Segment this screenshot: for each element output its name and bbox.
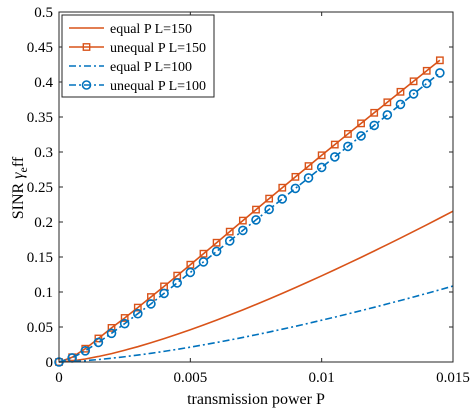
data-point (225, 227, 234, 236)
data-point (199, 249, 208, 258)
legend-label: unequal P L=150 (110, 41, 206, 56)
legend-entry: unequal P L=150 (69, 41, 206, 56)
data-point (198, 257, 209, 267)
data-point (185, 267, 196, 278)
data-point (291, 172, 300, 181)
x-tick-label: 0.01 (309, 370, 335, 386)
data-point (80, 345, 91, 356)
legend-label: equal P L=100 (110, 60, 192, 75)
data-point (238, 225, 248, 236)
data-point (212, 238, 221, 247)
data-point (251, 215, 261, 225)
data-point (120, 314, 129, 322)
y-axis-label-main: SINR (10, 179, 27, 219)
y-axis-label-symbol: γ (10, 172, 27, 179)
data-point (409, 77, 418, 86)
data-point (106, 328, 117, 339)
y-tick-label: 0.05 (27, 320, 53, 336)
data-point (211, 246, 222, 257)
data-point (159, 288, 169, 299)
x-tick-label: 0.005 (173, 370, 207, 386)
legend-marker (81, 80, 92, 90)
data-point (343, 141, 353, 152)
data-point (94, 334, 103, 343)
data-point (304, 162, 313, 170)
data-point (146, 299, 156, 309)
data-point (356, 131, 366, 141)
legend-entry: unequal P L=100 (69, 79, 206, 94)
y-tick-label: 0.5 (34, 5, 53, 21)
data-point (133, 303, 142, 312)
data-point (119, 318, 130, 329)
data-point (383, 98, 392, 107)
y-tick-label: 0.2 (34, 215, 53, 231)
y-axis-label-subscript: e (16, 167, 30, 172)
data-point (224, 236, 235, 246)
series-2 (58, 285, 454, 363)
axes-frame (58, 11, 454, 363)
data-point (238, 216, 247, 225)
legend-entry: equal P L=150 (69, 22, 192, 37)
y-tick-label: 0.45 (27, 40, 53, 56)
data-point (277, 194, 288, 204)
data-point (408, 89, 419, 99)
data-point (133, 308, 143, 319)
data-point (344, 130, 352, 138)
data-point (435, 56, 444, 65)
y-tick-label: 0.3 (34, 145, 53, 161)
data-point (435, 68, 445, 78)
tick-labels: 0 0.005 0.01 0.015 0 0.05 0.1 0.15 0.2 0.25 0.3 0.3… (27, 5, 470, 386)
axes-box (58, 11, 454, 363)
y-tick-label: 0 (46, 355, 54, 371)
y-tick-label: 0.1 (34, 285, 53, 301)
data-point (329, 152, 340, 162)
data-point (290, 183, 301, 194)
data-point (278, 183, 287, 192)
data-point (396, 87, 405, 96)
data-point (172, 278, 182, 288)
y-tick-label: 0.4 (34, 75, 53, 91)
legend-marker (82, 43, 91, 51)
data-point (382, 110, 393, 120)
data-point (303, 173, 314, 183)
legend: equal P L=150 unequal P L=150 equal P L=10… (61, 14, 215, 98)
data-point (369, 120, 380, 131)
series-line (58, 285, 454, 363)
data-point (93, 337, 104, 348)
y-tick-label: 0.35 (27, 110, 53, 126)
data-point (265, 194, 274, 203)
data-point (421, 78, 432, 89)
legend-label: equal P L=150 (110, 22, 192, 37)
series-line (58, 72, 441, 363)
x-axis-label: transmission power P (187, 391, 325, 408)
data-point (395, 99, 406, 110)
series-line (58, 210, 454, 363)
series-layer (54, 56, 454, 367)
data-point (264, 204, 274, 215)
data-point (357, 119, 365, 128)
y-tick-label: 0.15 (27, 250, 53, 266)
data-point (330, 140, 339, 149)
y-axis-label-tail: ff (10, 156, 27, 167)
legend-entry: equal P L=100 (69, 60, 192, 75)
data-point (317, 151, 326, 160)
data-point (422, 66, 431, 75)
data-point (107, 324, 116, 332)
series-0 (58, 210, 454, 363)
data-point (316, 162, 327, 173)
x-tick-label: 0.015 (436, 370, 470, 386)
legend-label: unequal P L=100 (110, 79, 206, 94)
x-tick-label: 0 (55, 370, 63, 386)
y-axis-label: SINR γeff (10, 156, 30, 219)
data-point (252, 205, 260, 214)
y-tick-label: 0.25 (27, 180, 53, 196)
data-point (370, 108, 379, 117)
